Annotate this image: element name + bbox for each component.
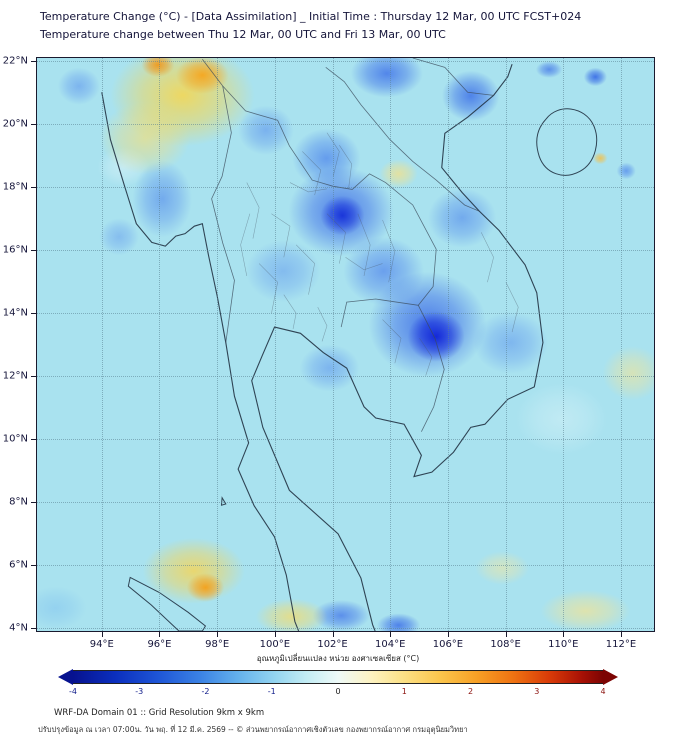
colorbar-tick-label: -3 — [135, 687, 144, 696]
colorbar-label: อุณหภูมิเปลี่ยนแปลง หน่วย องศาเซลเซียส (… — [256, 654, 420, 663]
colorbar: อุณหภูมิเปลี่ยนแปลง หน่วย องศาเซลเซียส (… — [58, 652, 618, 699]
footer-domain-info: WRF-DA Domain 01 :: Grid Resolution 9km … — [54, 708, 265, 718]
colorbar-tick-label: 4 — [600, 687, 606, 696]
title-block: Temperature Change (°C) - [Data Assimila… — [40, 8, 581, 43]
lon-tick-label: 102°E — [317, 639, 348, 650]
lat-tick-mark — [31, 628, 36, 630]
lon-tick-mark — [447, 632, 449, 637]
lat-tick-label: 14°N — [2, 307, 28, 319]
lon-tick-mark — [217, 632, 219, 637]
hainan-island — [537, 109, 597, 175]
lon-tick-label: 112°E — [605, 639, 637, 650]
province-borders — [241, 133, 519, 376]
lon-tick-label: 96°E — [147, 639, 172, 650]
lon-tick-mark — [274, 632, 276, 637]
page-title: Temperature Change (°C) - [Data Assimila… — [40, 10, 582, 23]
lon-tick-mark — [332, 632, 334, 637]
lon-tick-label: 108°E — [490, 639, 521, 650]
lon-tick-mark — [101, 632, 103, 637]
colorbar-tick-label: -2 — [201, 687, 210, 696]
colorbar-tick-label: 2 — [467, 687, 474, 696]
colorbar-gradient — [73, 670, 603, 684]
colorbar-tick-label: 0 — [335, 687, 341, 696]
lon-tick-mark — [390, 632, 392, 637]
lat-tick-label: 20°N — [2, 118, 28, 130]
lat-tick-label: 22°N — [2, 55, 28, 67]
colorbar-left-arrow — [58, 669, 73, 685]
lat-tick-label: 16°N — [2, 244, 28, 256]
lon-tick-label: 94°E — [89, 639, 114, 650]
lat-tick-mark — [31, 565, 36, 567]
lat-tick-mark — [31, 186, 36, 188]
lon-tick-mark — [505, 632, 507, 637]
lat-tick-mark — [31, 123, 36, 125]
lon-tick-mark — [620, 632, 622, 637]
lat-tick-label: 18°N — [2, 181, 28, 193]
lat-tick-label: 12°N — [2, 370, 28, 382]
colorbar-ticks: -4 -3 -2 -1 0 1 2 3 4 — [69, 687, 606, 699]
lat-tick-label: 4°N — [9, 622, 28, 634]
colorbar-right-arrow — [603, 669, 618, 685]
lat-tick-mark — [31, 249, 36, 251]
colorbar-tick-label: 1 — [401, 687, 407, 696]
lon-tick-mark — [563, 632, 565, 637]
colorbar-tick-label: -1 — [267, 687, 276, 696]
coastline-map — [37, 58, 654, 631]
colorbar-tick-label: 3 — [534, 687, 540, 696]
lon-tick-label: 100°E — [259, 639, 291, 650]
phuket-island — [221, 498, 225, 505]
lat-tick-mark — [31, 439, 36, 441]
colorbar-tick-label: -4 — [69, 687, 77, 696]
lat-tick-label: 6°N — [9, 559, 28, 571]
lat-tick-label: 10°N — [2, 433, 28, 445]
lon-tick-label: 98°E — [205, 639, 230, 650]
lon-tick-label: 104°E — [375, 639, 406, 650]
footer-agency-info: ปรับปรุงข้อมูล ณ เวลา 07:00น. วัน พฤ. ที… — [38, 725, 468, 734]
lat-tick-mark — [31, 502, 36, 504]
lon-tick-label: 106°E — [432, 639, 464, 650]
lon-tick-label: 110°E — [548, 639, 579, 650]
lat-tick-label: 8°N — [9, 496, 28, 508]
country-borders — [202, 58, 493, 432]
coastline-paths — [102, 64, 597, 631]
lat-tick-mark — [31, 60, 36, 62]
map-plot: 22°N 20°N 18°N 16°N 14°N 12°N 10°N 8°N 6°N 4°N 94°… — [3, 55, 655, 650]
lon-tick-mark — [159, 632, 161, 637]
lat-tick-mark — [31, 376, 36, 377]
page-subtitle: Temperature change between Thu 12 Mar, 0… — [40, 27, 446, 41]
temperature-field — [37, 58, 654, 631]
sumatra-tip — [128, 577, 205, 631]
lat-tick-mark — [31, 312, 36, 314]
